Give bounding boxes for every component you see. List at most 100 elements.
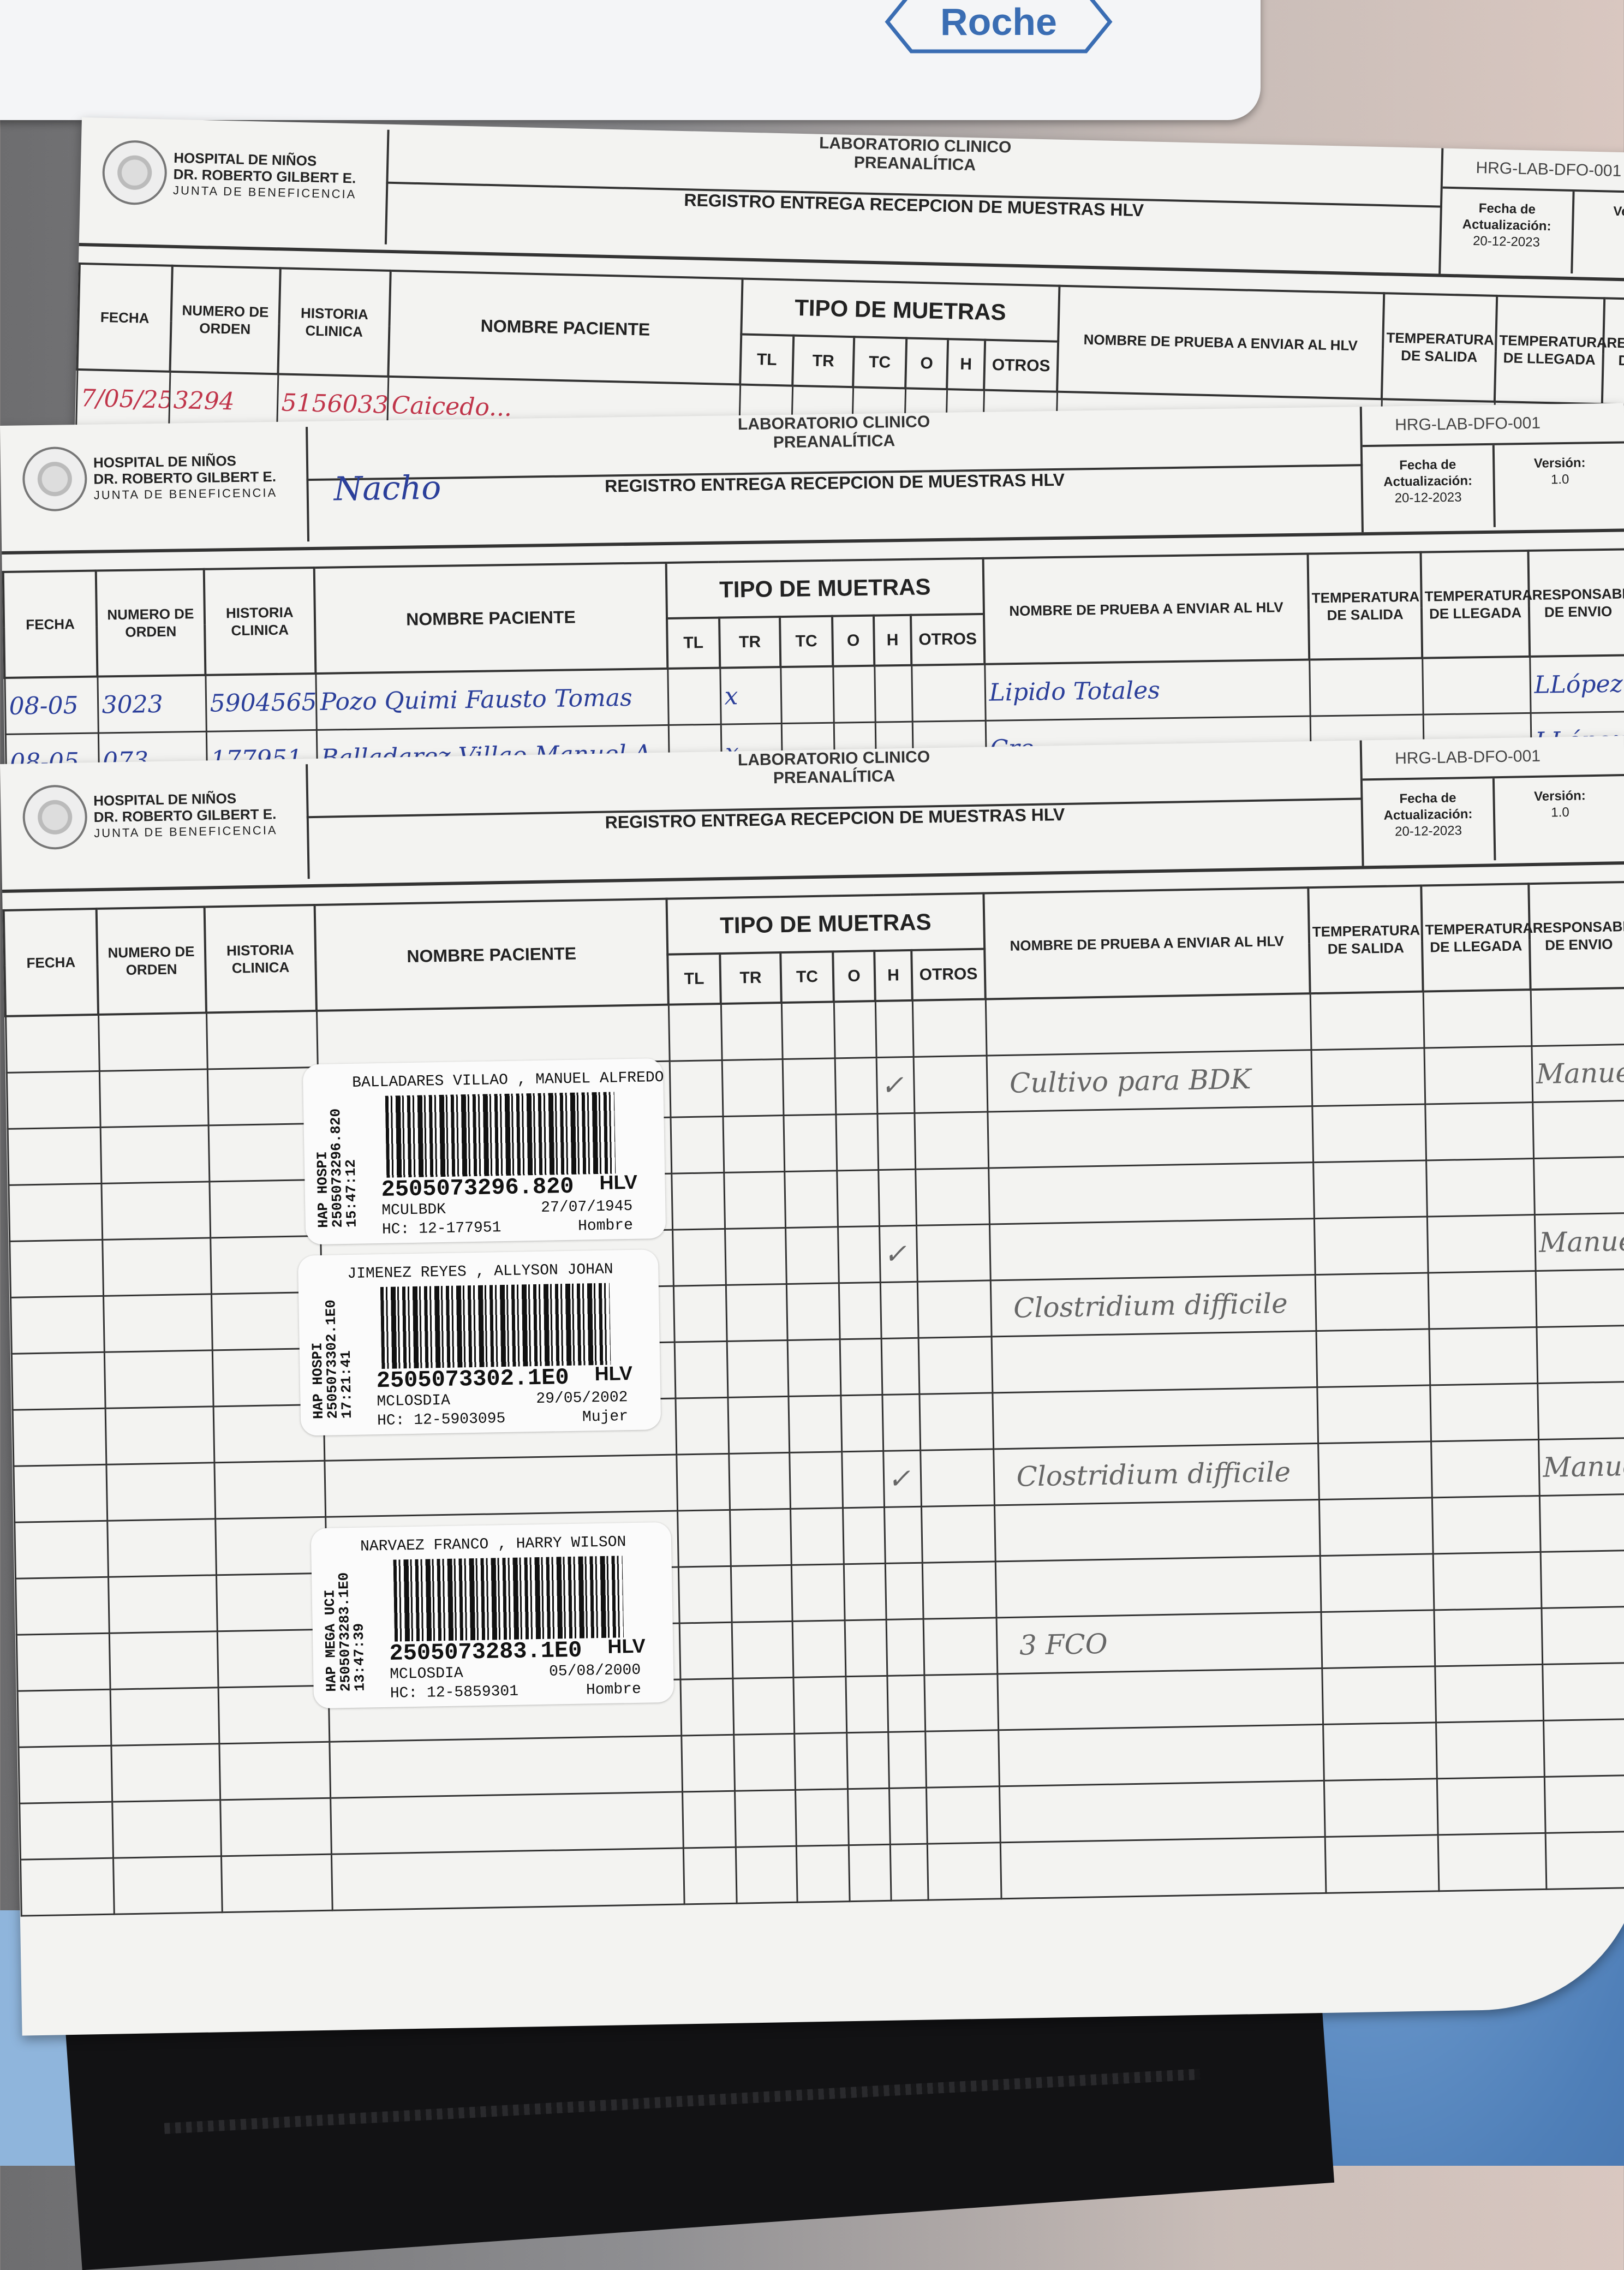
form-header: HOSPITAL DE NIÑOS DR. ROBERTO GILBERT E. J… [0,403,1624,555]
cell-prueba [999,1780,1325,1843]
cell-o [843,1563,886,1620]
form-meta-row: Fecha de Actualización: 20-12-2023 Versión… [1362,776,1624,863]
column-header-tc: TC [780,951,834,1003]
cell-temp-llegada [1424,1046,1533,1105]
column-header-tipo-muestras: TIPO DE MUETRAS [666,893,985,955]
cell-tc [790,1508,844,1565]
column-header-o: O [832,615,875,666]
cell-temp-llegada [1426,1158,1535,1217]
cell-fecha [15,1577,109,1635]
cell-orden [105,1406,214,1465]
cell-orden [98,1012,207,1071]
barcode [380,1283,611,1369]
label-side-line: 17:21:41 [337,1350,356,1419]
cell-tl [676,1453,730,1511]
label-hc: HC: 12-5903095 [377,1410,506,1430]
cell-historia [216,1573,327,1631]
label-row: HC: 12-177951 Hombre [382,1217,655,1238]
cell-h [882,1394,921,1451]
column-header-tl: TL [740,334,794,386]
cell-orden [107,1518,216,1577]
cell-otros [920,1449,995,1507]
cell-tr [721,1059,784,1117]
column-header-o: O [833,951,875,1002]
cell-tr [724,1171,786,1229]
cell-prueba: Clostridium difficile [990,1274,1316,1337]
cell-temp-salida [1320,1553,1434,1612]
version: Versión:1.0 [1573,192,1624,276]
cell-tc [780,666,834,724]
cell-o [837,1170,880,1227]
specimen-label: BALLADARES VILLAO , MANUEL ALFREDO HAP HO… [302,1058,666,1245]
cell-tl [670,1116,724,1174]
cell-o [839,1338,882,1396]
cell-otros [916,1224,990,1282]
hospital-seal-icon [22,784,88,850]
label-barcode-number: 2505073302.1E0 [376,1364,570,1395]
cell-historia [219,1742,331,1800]
cell-historia [220,1854,332,1912]
cell-temp-llegada [1426,1214,1536,1273]
cell-responsable [1533,1157,1624,1215]
form-meta: HRG-LAB-DFO-001 Fecha de Actualización: 20… [1359,403,1624,533]
cell-temp-salida [1312,1104,1426,1163]
label-sex: Mujer [582,1408,629,1426]
cell-responsable [1539,1494,1624,1552]
cell-orden [103,1294,212,1353]
update-date: Fecha de Actualización: 20-12-2023 [1441,188,1575,274]
version-label: Versión: [1533,788,1586,804]
cell-responsable [1541,1606,1624,1665]
update-date-value: 20-12-2023 [1394,823,1462,839]
cell-o [845,1676,888,1733]
cell-fecha [6,1071,100,1129]
column-header-orden: NUMERO DE ORDEN [95,569,206,677]
cell-responsable: LLópez [1530,655,1624,713]
cell-orden [100,1125,210,1184]
column-header-responsable: RESPONSABLE DE ENVIO [1529,882,1624,990]
form-header: HOSPITAL DE NIÑOS DR. ROBERTO GILBERT E. J… [79,117,1624,283]
cell-h [889,1844,928,1901]
column-header-tl: TL [667,617,720,669]
label-patient-name: NARVAEZ FRANCO , HARRY WILSON [360,1534,626,1556]
cell-prueba [994,1499,1320,1562]
cell-temp-salida [1324,1834,1439,1893]
cell-temp-llegada [1435,1664,1544,1723]
form-title: REGISTRO ENTREGA RECEPCION DE MUESTRAS H… [684,190,1144,221]
column-header-responsable: RESPONSABLE DE ENVIO [1528,549,1624,657]
cell-nombre: Pozo Quimi Fausto Tomas [315,668,668,730]
update-date-label: Fecha de Actualización: [1383,790,1473,823]
column-header-tr: TR [792,335,855,388]
cell-orden [104,1350,213,1409]
cell-tr [733,1733,796,1791]
cell-o [840,1395,883,1452]
form-code: HRG-LAB-DFO-001 [1362,736,1624,781]
cell-otros [911,664,986,722]
cell-tl [671,1172,725,1230]
label-side-line: 15:47:12 [342,1159,360,1228]
cell-otros [917,1280,992,1338]
label-barcode-number: 2505073283.1E0 [389,1637,582,1667]
cell-tl [680,1678,734,1736]
column-header-prueba: NOMBRE DE PRUEBA A ENVIAR AL HLV [983,553,1310,664]
cell-otros [927,1842,1001,1900]
cell-o [834,1057,877,1115]
cell-fecha [13,1464,108,1523]
cell-tr [735,1846,797,1904]
cell-prueba: Clostridium difficile [993,1443,1319,1505]
column-header-temp-llegada: TEMPERATURA DE LLEGADA [1420,550,1532,658]
cell-tc [782,1058,836,1116]
cell-temp-llegada [1428,1271,1537,1329]
cell-tr [726,1340,789,1398]
label-side-info: HAP HOSPI 2505073302.1E0 17:21:41 [309,1299,356,1419]
cell-tl [683,1847,737,1904]
cell-historia [207,1067,319,1125]
cell-temp-salida [1315,1272,1429,1331]
update-date-label: Fecha de Actualización: [1462,201,1551,234]
cell-historia [206,1010,318,1069]
cell-tr [723,1115,785,1173]
form-title-block: LABORATORIO CLINICO PREANALÍTICA REGISTRO … [306,740,1364,884]
cell-nombre [330,1791,683,1855]
cell-h [875,1000,913,1058]
cell-temp-llegada [1430,1383,1539,1441]
cell-otros [919,1392,994,1451]
